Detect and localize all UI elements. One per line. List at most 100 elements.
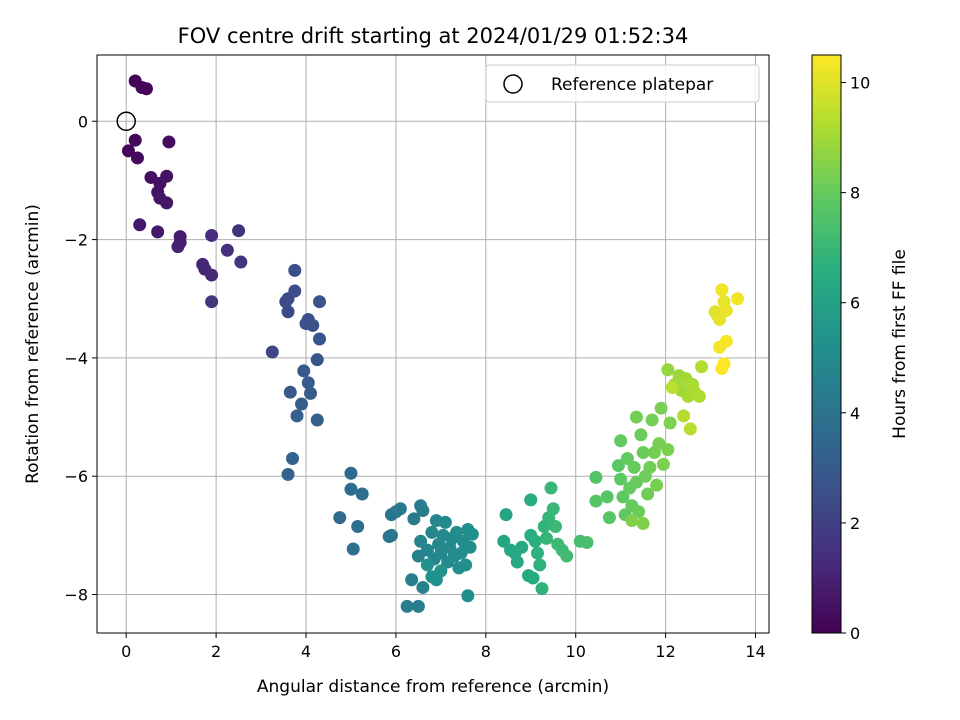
legend-box — [485, 64, 760, 103]
data-point — [234, 255, 248, 269]
data-point — [539, 531, 553, 545]
plot-frame — [96, 54, 770, 634]
data-point — [438, 515, 452, 529]
data-point — [636, 517, 650, 531]
data-point — [133, 218, 147, 232]
data-point — [636, 446, 650, 460]
x-tick-label: 2 — [211, 642, 221, 661]
data-point — [313, 295, 327, 309]
y-tick-label: 0 — [78, 112, 88, 131]
data-point — [160, 169, 174, 183]
data-point — [414, 534, 428, 548]
data-point — [634, 428, 648, 442]
data-points — [121, 74, 745, 613]
y-tick-label: −2 — [64, 231, 88, 250]
x-tick-label: 12 — [655, 642, 675, 661]
data-point — [497, 534, 511, 548]
data-point — [627, 460, 641, 474]
data-point — [548, 520, 562, 534]
data-point — [645, 413, 659, 427]
legend: Reference platepar — [485, 64, 760, 103]
data-point — [160, 196, 174, 210]
data-point — [719, 334, 733, 348]
data-point — [205, 228, 219, 242]
data-point — [632, 505, 646, 519]
data-point — [614, 434, 628, 448]
data-point — [232, 224, 246, 238]
data-point — [713, 312, 727, 326]
data-point — [281, 305, 295, 319]
data-point — [304, 386, 318, 400]
data-point — [654, 401, 668, 415]
data-point — [351, 520, 365, 534]
data-point — [416, 580, 430, 594]
data-point — [306, 318, 320, 332]
y-tick-label: −8 — [64, 586, 88, 605]
data-point — [677, 409, 691, 423]
chart-title: FOV centre drift starting at 2024/01/29 … — [178, 24, 689, 48]
x-tick-label: 8 — [481, 642, 491, 661]
data-point — [344, 466, 358, 480]
data-point — [393, 502, 407, 516]
data-point — [310, 353, 324, 367]
data-point — [405, 573, 419, 587]
colorbar-tick-label: 8 — [850, 184, 860, 203]
data-point — [411, 599, 425, 613]
x-axis-ticks: 0 2 4 6 8 10 12 14 — [121, 633, 766, 661]
data-point — [286, 451, 300, 465]
data-point — [731, 292, 745, 306]
y-tick-label: −4 — [64, 349, 88, 368]
data-point — [162, 135, 176, 149]
colorbar-tick-label: 6 — [850, 294, 860, 313]
data-point — [463, 540, 477, 554]
data-point — [288, 284, 302, 298]
reference-marker — [116, 111, 136, 132]
data-point — [420, 558, 434, 572]
data-point — [616, 490, 630, 504]
colorbar: 0 2 4 6 8 10 Hours from first FF file — [811, 54, 910, 643]
data-point — [355, 487, 369, 501]
data-point — [290, 409, 304, 423]
data-point — [344, 482, 358, 496]
legend-reference-icon — [503, 74, 523, 94]
data-point — [301, 376, 315, 390]
data-point — [220, 243, 234, 257]
data-point — [420, 543, 434, 557]
data-point — [600, 490, 614, 504]
data-point — [580, 535, 594, 549]
y-tick-label: −6 — [64, 467, 88, 486]
colorbar-gradient — [811, 54, 842, 634]
legend-entry-reference: Reference platepar — [551, 75, 713, 95]
data-point — [602, 511, 616, 525]
data-point — [665, 380, 679, 394]
data-point — [535, 582, 549, 596]
data-point — [459, 558, 473, 572]
data-point — [656, 457, 670, 471]
data-point — [465, 527, 479, 541]
data-point — [205, 295, 219, 309]
data-point — [528, 534, 542, 548]
data-point — [715, 362, 729, 376]
data-point — [589, 494, 603, 508]
colorbar-tick-label: 0 — [850, 624, 860, 643]
x-tick-label: 6 — [391, 642, 401, 661]
data-point — [695, 360, 709, 374]
colorbar-label: Hours from first FF file — [890, 249, 910, 439]
data-point — [295, 397, 309, 411]
colorbar-tick-label: 2 — [850, 514, 860, 533]
data-point — [297, 364, 311, 378]
data-point — [531, 546, 545, 560]
data-point — [589, 470, 603, 484]
data-point — [643, 460, 657, 474]
data-point — [205, 268, 219, 282]
colorbar-ticks: 0 2 4 6 8 10 — [841, 74, 870, 643]
data-point — [281, 467, 295, 481]
data-point — [663, 416, 677, 430]
data-point — [719, 304, 733, 318]
data-point — [121, 144, 135, 158]
data-point — [407, 512, 421, 526]
data-point — [533, 558, 547, 572]
data-point — [346, 542, 360, 556]
data-point — [629, 410, 643, 424]
